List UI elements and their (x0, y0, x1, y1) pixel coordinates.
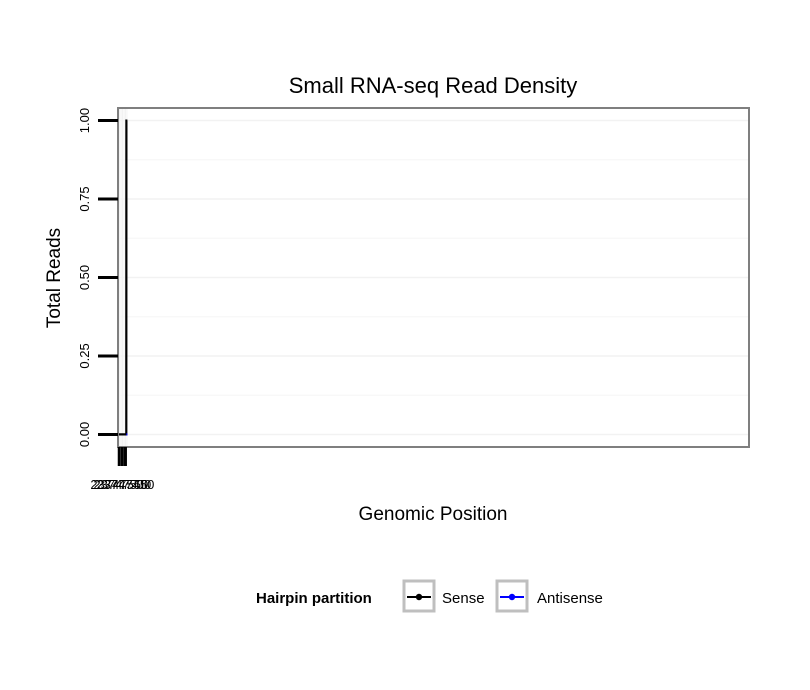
series-lines (118, 119, 128, 436)
legend-label-antisense: Antisense (537, 590, 603, 607)
legend-key-point-antisense (508, 593, 516, 601)
series-line-sense (118, 119, 128, 436)
y-axis-title: Total Reads (44, 228, 65, 328)
y-tick-label: 0.25 (77, 343, 92, 368)
y-axis: 0.00 0.25 0.50 0.75 1.00 (77, 108, 118, 447)
legend-key-point-sense (415, 593, 423, 601)
chart-title: Small RNA-seq Read Density (289, 73, 578, 98)
legend-item-sense: Sense (402, 579, 485, 613)
legend: Hairpin partition Sense Antisense (256, 579, 603, 613)
y-tick-label: 0.00 (77, 422, 92, 447)
y-tick-label: 0.75 (77, 186, 92, 211)
x-tick-label: 23747500 (93, 477, 151, 492)
grid-lines (118, 108, 749, 447)
legend-title: Hairpin partition (256, 590, 372, 607)
x-axis-title: Genomic Position (359, 504, 508, 525)
y-tick-label: 1.00 (77, 108, 92, 133)
legend-label-sense: Sense (442, 590, 485, 607)
x-tick-label: 23747550 (90, 477, 148, 492)
y-tick-label: 0.50 (77, 265, 92, 290)
legend-item-antisense: Antisense (495, 579, 603, 613)
x-tick-label: 23747450 (97, 477, 155, 492)
